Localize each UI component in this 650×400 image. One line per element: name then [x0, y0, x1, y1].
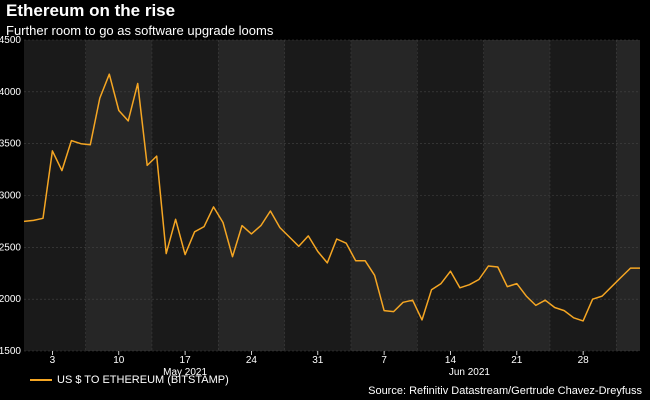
x-tick-label: 10 — [113, 355, 125, 366]
y-tick-label: 3000 — [0, 191, 21, 202]
source-note: Source: Refinitiv Datastream/Gertrude Ch… — [368, 385, 642, 397]
series-lines — [23, 73, 640, 322]
legend: US $ TO ETHEREUM (BITSTAMP) — [30, 374, 229, 386]
series-line — [23, 73, 640, 322]
y-tick-label: 2500 — [0, 242, 21, 253]
x-tick-label: 31 — [312, 355, 324, 366]
y-axis-ticks: 1500 2000 2500 3000 3500 4000 4500 — [0, 35, 21, 357]
x-tick-label: 3 — [50, 355, 56, 366]
month-label: May 2021 — [163, 367, 207, 378]
x-tick-label: 28 — [578, 355, 590, 366]
gridlines — [24, 39, 640, 352]
y-tick-label: 3500 — [0, 139, 21, 150]
y-tick-label: 1500 — [0, 346, 21, 357]
month-label: Jun 2021 — [449, 367, 491, 378]
x-axis-ticks: 3 10 17 24 31 7 14 21 28 — [50, 351, 589, 366]
x-tick-label: 14 — [445, 355, 457, 366]
x-tick-label: 21 — [511, 355, 523, 366]
legend-swatch — [30, 379, 52, 381]
y-tick-label: 4500 — [0, 35, 21, 46]
chart-subtitle: Further room to go as software upgrade l… — [6, 23, 274, 38]
chart-title: Ethereum on the rise — [6, 1, 176, 20]
x-tick-label: 17 — [180, 355, 192, 366]
y-tick-label: 2000 — [0, 294, 21, 305]
x-tick-label: 7 — [381, 355, 387, 366]
y-tick-label: 4000 — [0, 87, 21, 98]
legend-label: US $ TO ETHEREUM (BITSTAMP) — [57, 374, 229, 386]
x-tick-label: 24 — [246, 355, 258, 366]
